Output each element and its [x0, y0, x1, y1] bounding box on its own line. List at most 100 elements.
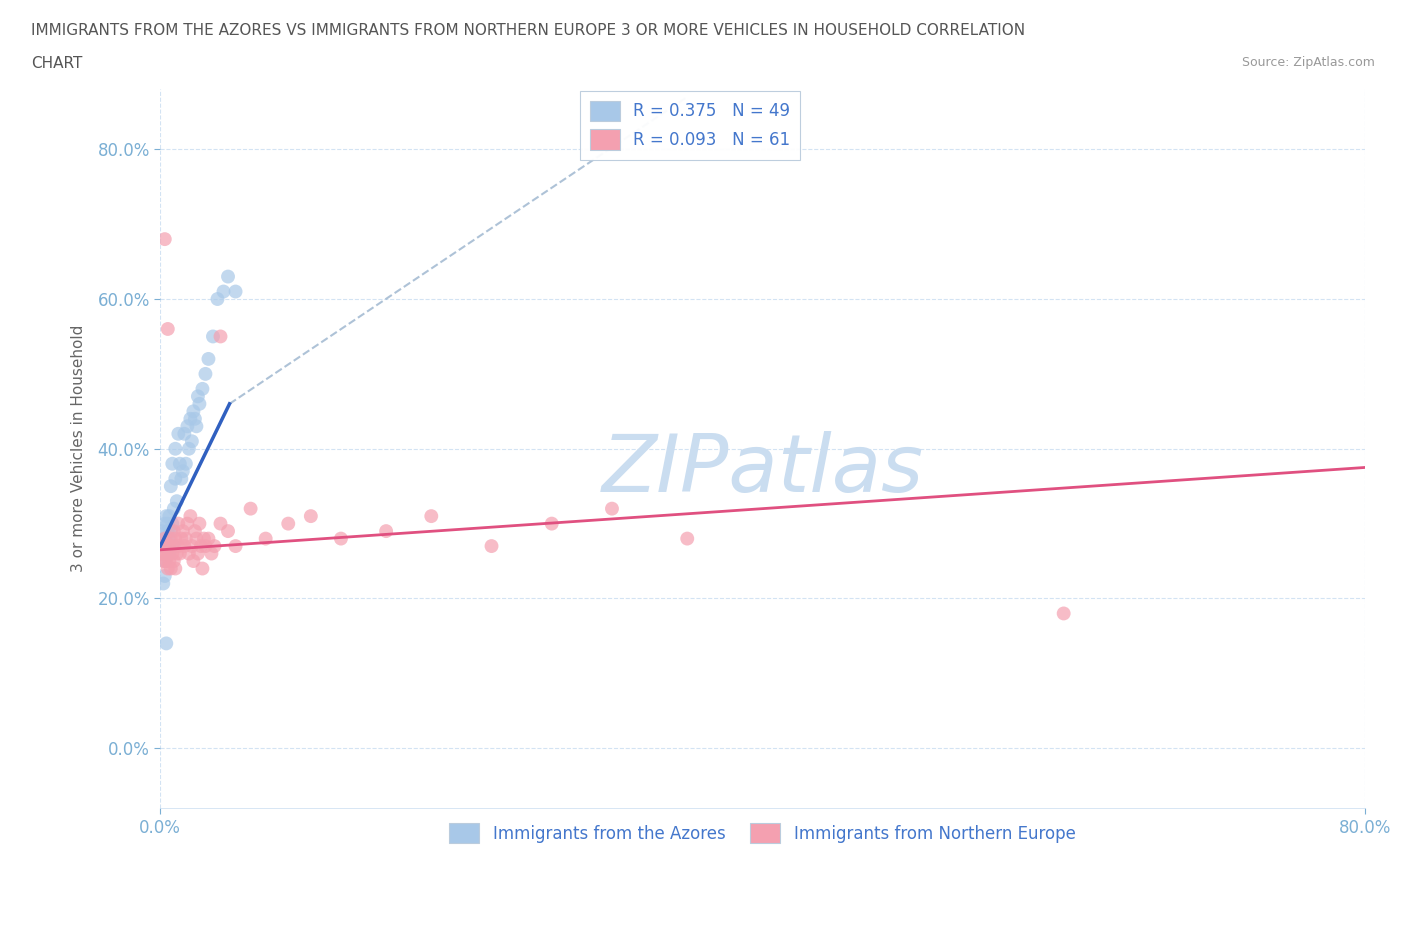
Point: [153, 546, 176, 561]
Point: [207, 292, 229, 307]
Point: [152, 553, 174, 568]
Point: [150, 546, 173, 561]
Point: [329, 531, 352, 546]
Point: [155, 509, 177, 524]
Point: [157, 531, 180, 546]
Point: [177, 546, 200, 561]
Point: [176, 516, 198, 531]
Text: ZIPatlas: ZIPatlas: [602, 432, 924, 510]
Point: [152, 576, 174, 591]
Text: Source: ZipAtlas.com: Source: ZipAtlas.com: [1241, 56, 1375, 69]
Point: [159, 479, 181, 494]
Point: [277, 516, 299, 531]
Point: [217, 269, 239, 284]
Point: [180, 433, 202, 448]
Point: [191, 561, 214, 576]
Point: [153, 568, 176, 583]
Point: [150, 524, 173, 538]
Point: [156, 516, 179, 531]
Point: [162, 546, 184, 561]
Point: [156, 322, 179, 337]
Point: [173, 538, 195, 553]
Point: [153, 516, 176, 531]
Point: [163, 538, 186, 553]
Point: [225, 284, 247, 299]
Point: [176, 418, 198, 433]
Point: [166, 494, 188, 509]
Point: [159, 561, 181, 576]
Point: [676, 531, 699, 546]
Point: [170, 472, 193, 486]
Point: [179, 509, 201, 524]
Point: [190, 538, 212, 553]
Point: [170, 531, 193, 546]
Point: [186, 531, 208, 546]
Point: [184, 524, 207, 538]
Point: [163, 553, 186, 568]
Point: [184, 411, 207, 426]
Point: [200, 546, 222, 561]
Point: [157, 509, 180, 524]
Point: [162, 516, 184, 531]
Point: [179, 411, 201, 426]
Point: [600, 501, 623, 516]
Point: [162, 457, 184, 472]
Point: [197, 531, 219, 546]
Point: [156, 524, 179, 538]
Point: [167, 538, 190, 553]
Point: [299, 509, 322, 524]
Point: [201, 329, 224, 344]
Point: [172, 524, 194, 538]
Point: [165, 472, 187, 486]
Point: [177, 442, 200, 457]
Point: [155, 636, 177, 651]
Point: [162, 538, 184, 553]
Point: [1053, 606, 1076, 621]
Point: [169, 546, 191, 561]
Point: [167, 516, 190, 531]
Point: [186, 418, 208, 433]
Point: [481, 538, 503, 553]
Point: [163, 501, 186, 516]
Legend: Immigrants from the Azores, Immigrants from Northern Europe: Immigrants from the Azores, Immigrants f…: [443, 817, 1083, 850]
Point: [173, 426, 195, 441]
Point: [155, 538, 177, 553]
Point: [188, 516, 211, 531]
Point: [183, 404, 205, 418]
Point: [159, 524, 181, 538]
Point: [155, 531, 177, 546]
Point: [420, 509, 443, 524]
Point: [153, 553, 176, 568]
Point: [153, 531, 176, 546]
Point: [156, 546, 179, 561]
Point: [165, 531, 187, 546]
Point: [165, 442, 187, 457]
Point: [165, 561, 187, 576]
Point: [167, 426, 190, 441]
Point: [156, 538, 179, 553]
Point: [174, 457, 197, 472]
Point: [159, 531, 181, 546]
Point: [204, 538, 226, 553]
Point: [239, 501, 262, 516]
Point: [209, 516, 232, 531]
Point: [172, 464, 194, 479]
Point: [187, 389, 209, 404]
Y-axis label: 3 or more Vehicles in Household: 3 or more Vehicles in Household: [72, 326, 86, 573]
Point: [197, 352, 219, 366]
Point: [157, 553, 180, 568]
Point: [183, 553, 205, 568]
Point: [174, 531, 197, 546]
Point: [375, 524, 398, 538]
Point: [156, 561, 179, 576]
Point: [180, 538, 202, 553]
Point: [153, 538, 176, 553]
Point: [152, 538, 174, 553]
Point: [194, 538, 217, 553]
Point: [194, 366, 217, 381]
Point: [155, 553, 177, 568]
Text: IMMIGRANTS FROM THE AZORES VS IMMIGRANTS FROM NORTHERN EUROPE 3 OR MORE VEHICLES: IMMIGRANTS FROM THE AZORES VS IMMIGRANTS…: [31, 23, 1025, 38]
Point: [163, 524, 186, 538]
Point: [209, 329, 232, 344]
Point: [540, 516, 562, 531]
